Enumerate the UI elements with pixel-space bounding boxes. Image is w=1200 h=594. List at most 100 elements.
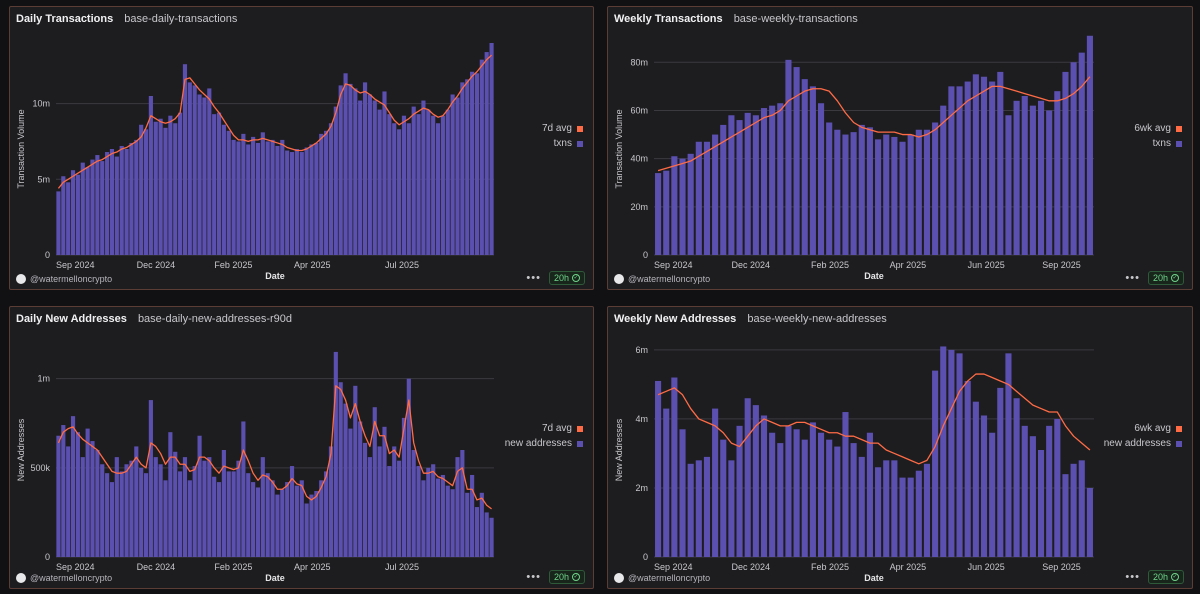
bar[interactable]	[470, 71, 475, 256]
bar[interactable]	[826, 439, 833, 557]
bar[interactable]	[129, 142, 134, 255]
bar[interactable]	[980, 76, 988, 255]
bar[interactable]	[940, 346, 947, 557]
bar[interactable]	[56, 435, 61, 557]
bar[interactable]	[1086, 35, 1093, 255]
bar[interactable]	[915, 129, 922, 255]
bar[interactable]	[392, 446, 397, 557]
more-options-icon[interactable]: •••	[526, 571, 541, 583]
bar[interactable]	[362, 442, 368, 557]
bar[interactable]	[826, 122, 833, 256]
bar[interactable]	[197, 435, 202, 557]
bar[interactable]	[435, 478, 441, 557]
bar[interactable]	[294, 485, 299, 557]
bar[interactable]	[270, 139, 275, 255]
bar[interactable]	[769, 432, 776, 557]
bar[interactable]	[875, 139, 882, 255]
bar[interactable]	[1054, 418, 1061, 557]
bar[interactable]	[671, 156, 678, 255]
bar[interactable]	[484, 512, 489, 557]
bar[interactable]	[1021, 425, 1028, 557]
bar[interactable]	[285, 482, 290, 557]
bar[interactable]	[406, 378, 411, 557]
bar[interactable]	[124, 464, 129, 557]
bar[interactable]	[793, 429, 800, 557]
bar[interactable]	[1029, 105, 1036, 255]
legend-item-line[interactable]: 6wk avg	[1104, 421, 1182, 436]
bar[interactable]	[377, 446, 382, 557]
bar[interactable]	[445, 109, 450, 255]
bar[interactable]	[226, 471, 231, 557]
bar[interactable]	[1046, 110, 1053, 255]
bar[interactable]	[923, 463, 931, 557]
bar[interactable]	[785, 425, 792, 557]
bar[interactable]	[1013, 100, 1020, 255]
bar[interactable]	[671, 377, 678, 557]
bar[interactable]	[736, 425, 743, 557]
bar[interactable]	[883, 460, 890, 557]
bar[interactable]	[236, 141, 241, 255]
bar[interactable]	[842, 412, 849, 557]
bar[interactable]	[119, 145, 124, 255]
bar[interactable]	[777, 103, 784, 255]
bar[interactable]	[61, 176, 66, 255]
bar[interactable]	[695, 460, 702, 557]
bar[interactable]	[231, 471, 236, 557]
bar[interactable]	[280, 139, 285, 255]
bar[interactable]	[875, 467, 882, 557]
bar[interactable]	[712, 408, 719, 557]
bar[interactable]	[75, 174, 80, 255]
bar[interactable]	[899, 477, 906, 557]
bar[interactable]	[66, 182, 71, 255]
bar[interactable]	[899, 141, 906, 255]
bar[interactable]	[178, 112, 183, 255]
bar[interactable]	[221, 450, 226, 557]
bar[interactable]	[392, 123, 397, 255]
bar[interactable]	[923, 129, 931, 255]
bar[interactable]	[972, 74, 979, 255]
legend-item-line[interactable]: 7d avg	[505, 421, 583, 436]
bar[interactable]	[265, 473, 270, 557]
bar[interactable]	[809, 422, 816, 557]
bar[interactable]	[119, 471, 124, 557]
bar[interactable]	[299, 152, 304, 255]
bar[interactable]	[997, 71, 1004, 255]
bar[interactable]	[333, 351, 338, 557]
bar[interactable]	[372, 407, 377, 557]
panel-title[interactable]: Daily New Addresses	[16, 313, 127, 325]
bar[interactable]	[80, 162, 85, 255]
bar[interactable]	[964, 81, 971, 255]
bar[interactable]	[406, 123, 411, 255]
panel-title[interactable]: Daily Transactions	[16, 13, 114, 25]
bar[interactable]	[460, 450, 465, 557]
bar[interactable]	[465, 79, 470, 255]
bar[interactable]	[114, 457, 119, 557]
bar[interactable]	[940, 105, 947, 255]
bar[interactable]	[304, 503, 309, 558]
bar[interactable]	[90, 441, 95, 557]
bar[interactable]	[1086, 487, 1093, 557]
bar[interactable]	[411, 106, 416, 255]
bar[interactable]	[397, 129, 402, 255]
bar[interactable]	[744, 398, 751, 557]
bar[interactable]	[182, 64, 188, 255]
bar[interactable]	[85, 428, 90, 557]
bar[interactable]	[777, 443, 784, 557]
bar[interactable]	[251, 136, 256, 255]
bar[interactable]	[173, 123, 178, 255]
bar[interactable]	[100, 464, 105, 557]
bar[interactable]	[70, 170, 76, 255]
bar[interactable]	[421, 100, 426, 255]
bar[interactable]	[703, 456, 711, 557]
avg-line[interactable]	[57, 54, 493, 189]
bar[interactable]	[343, 403, 348, 557]
bar[interactable]	[324, 130, 329, 255]
bar[interactable]	[168, 432, 173, 557]
bar[interactable]	[95, 155, 100, 255]
bar[interactable]	[168, 115, 173, 255]
bar[interactable]	[148, 96, 153, 255]
bar[interactable]	[280, 489, 285, 557]
bar[interactable]	[105, 152, 110, 255]
bar[interactable]	[212, 114, 217, 255]
bar[interactable]	[465, 492, 470, 557]
